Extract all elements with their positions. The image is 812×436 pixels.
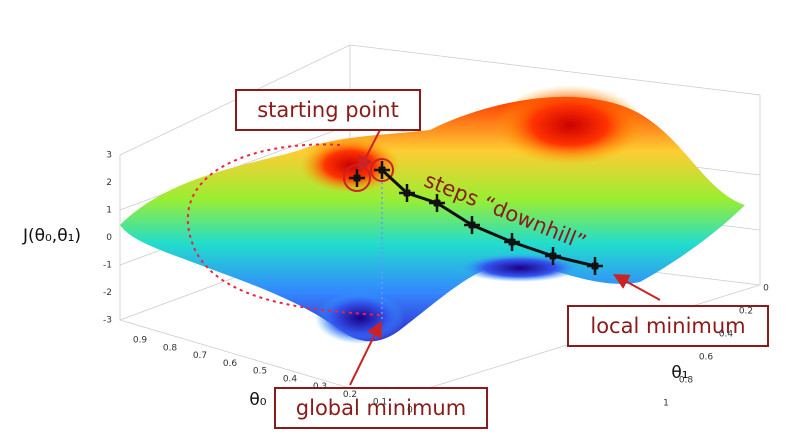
step-marker [464, 216, 480, 234]
z-tick-label: 3 [106, 151, 112, 161]
z-tick-label: -1 [103, 261, 112, 271]
step-marker [349, 169, 365, 187]
theta1-tick-label: 0.8 [679, 376, 694, 386]
theta1-label: θ₁ [671, 363, 688, 383]
annotation: global minimum [296, 396, 466, 420]
pit [460, 254, 580, 282]
theta1-tick-label: 0 [763, 284, 769, 294]
theta0-tick-label: 0.9 [133, 336, 148, 346]
arrow [358, 129, 381, 173]
steps [349, 161, 603, 275]
surface [120, 96, 745, 342]
arrow [612, 274, 661, 301]
step-marker [374, 161, 390, 179]
step-marker [587, 257, 603, 275]
theta1-tick-label: 0.2 [739, 307, 753, 317]
label-box [274, 387, 488, 429]
label-box [567, 305, 769, 347]
annotation: local minimum [590, 314, 745, 338]
theta0-tick-label: 0.8 [163, 343, 178, 353]
z-tick-label: -2 [103, 288, 112, 298]
step-marker [399, 184, 415, 202]
theta0-tick-label: 0.5 [253, 367, 267, 377]
ticks: 3 2 1 0 -1 -2 -3 0.9 0.8 0.7 0.6 0.5 0.4 0.3 0.2 0.1 0 0 0… [103, 151, 769, 416]
theta1-tick-label: 0.4 [719, 330, 734, 340]
step-marker [545, 247, 561, 265]
z-tick-label: -3 [103, 316, 112, 326]
theta0-tick-label: 0 [407, 406, 413, 416]
theta0-tick-label: 0.7 [193, 351, 207, 361]
z-tick-label: 2 [106, 178, 112, 188]
step-marker [429, 194, 445, 212]
theta0-tick-label: 0.4 [283, 374, 298, 384]
pit [315, 292, 405, 344]
theta0-tick-label: 0.2 [343, 390, 357, 400]
arrow [349, 320, 382, 386]
annotation: starting point [257, 98, 399, 122]
label-box [235, 89, 421, 131]
peak [495, 85, 645, 165]
z-tick-label: 1 [106, 206, 112, 216]
theta0-tick-label: 0.1 [373, 398, 387, 408]
peak [300, 137, 400, 193]
z-axis-label: J(θ₀,θ₁) [22, 226, 81, 246]
z-tick-label: 0 [106, 233, 112, 243]
theta1-tick-label: 1 [663, 399, 669, 409]
theta0-tick-label: 0.6 [223, 359, 238, 369]
start-circle [343, 164, 371, 192]
step-marker [504, 233, 520, 251]
theta0-tick-label: 0.3 [313, 382, 327, 392]
theta1-tick-label: 0.6 [699, 353, 714, 363]
theta0-label: θ₀ [249, 390, 266, 410]
global-path [187, 143, 381, 316]
